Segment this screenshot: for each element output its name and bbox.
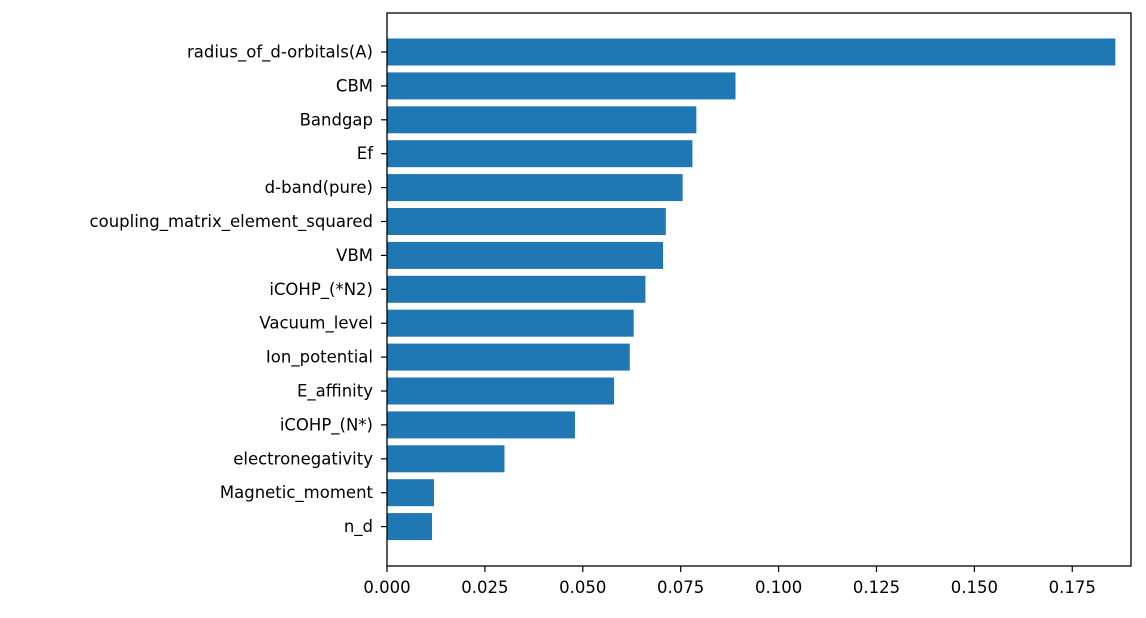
bar-d-band(pure) <box>387 174 683 202</box>
bar-Vacuum_level <box>387 309 634 337</box>
bar-E_affinity <box>387 377 615 405</box>
x-tick-label: 0.175 <box>1049 578 1096 597</box>
x-tick-label: 0.125 <box>853 578 900 597</box>
y-tick-label: CBM <box>336 76 373 95</box>
x-tick-label: 0.075 <box>657 578 704 597</box>
x-tick-label: 0.100 <box>755 578 802 597</box>
y-tick-label: iCOHP_(*N2) <box>269 280 373 300</box>
y-tick-label: Ion_potential <box>266 348 373 368</box>
y-tick-label: iCOHP_(N*) <box>280 415 373 435</box>
y-tick-label: E_affinity <box>297 382 373 402</box>
x-tick-label: 0.050 <box>559 578 606 597</box>
bar-Bandgap <box>387 106 697 134</box>
bar-radius_of_d-orbitals(A) <box>387 38 1116 66</box>
y-tick-label: Vacuum_level <box>259 314 373 334</box>
bar-iCOHP_(*N2) <box>387 275 646 303</box>
y-axis-ticks: radius_of_d-orbitals(A) CBM Bandgap Ef d-ban… <box>90 43 387 537</box>
x-tick-label: 0.000 <box>363 578 410 597</box>
y-tick-label: coupling_matrix_element_squared <box>90 212 373 232</box>
bars-layer <box>387 38 1116 541</box>
y-tick-label: n_d <box>344 517 373 537</box>
y-tick-label: d-band(pure) <box>265 178 373 197</box>
plot-frame <box>386 12 1132 567</box>
bar-iCOHP_(N*) <box>387 411 575 439</box>
bar-CBM <box>387 72 736 100</box>
bar-VBM <box>387 241 664 269</box>
bar-Ef <box>387 140 693 168</box>
bar-electronegativity <box>387 445 505 473</box>
x-tick-label: 0.025 <box>461 578 508 597</box>
bar-coupling_matrix_element_squared <box>387 208 666 235</box>
x-axis-ticks: 0.000 0.025 0.050 0.075 0.100 0.125 0.150 0.175 <box>363 566 1096 597</box>
bar-Ion_potential <box>387 343 630 371</box>
y-tick-label: Magnetic_moment <box>220 483 374 503</box>
y-tick-label: VBM <box>336 246 373 265</box>
y-tick-label: electronegativity <box>233 449 373 468</box>
y-tick-label: radius_of_d-orbitals(A) <box>187 43 373 63</box>
x-tick-label: 0.150 <box>951 578 998 597</box>
y-tick-label: Ef <box>357 144 374 163</box>
bar-n_d <box>387 513 433 541</box>
bar-Magnetic_moment <box>387 479 434 507</box>
y-tick-label: Bandgap <box>300 110 373 129</box>
